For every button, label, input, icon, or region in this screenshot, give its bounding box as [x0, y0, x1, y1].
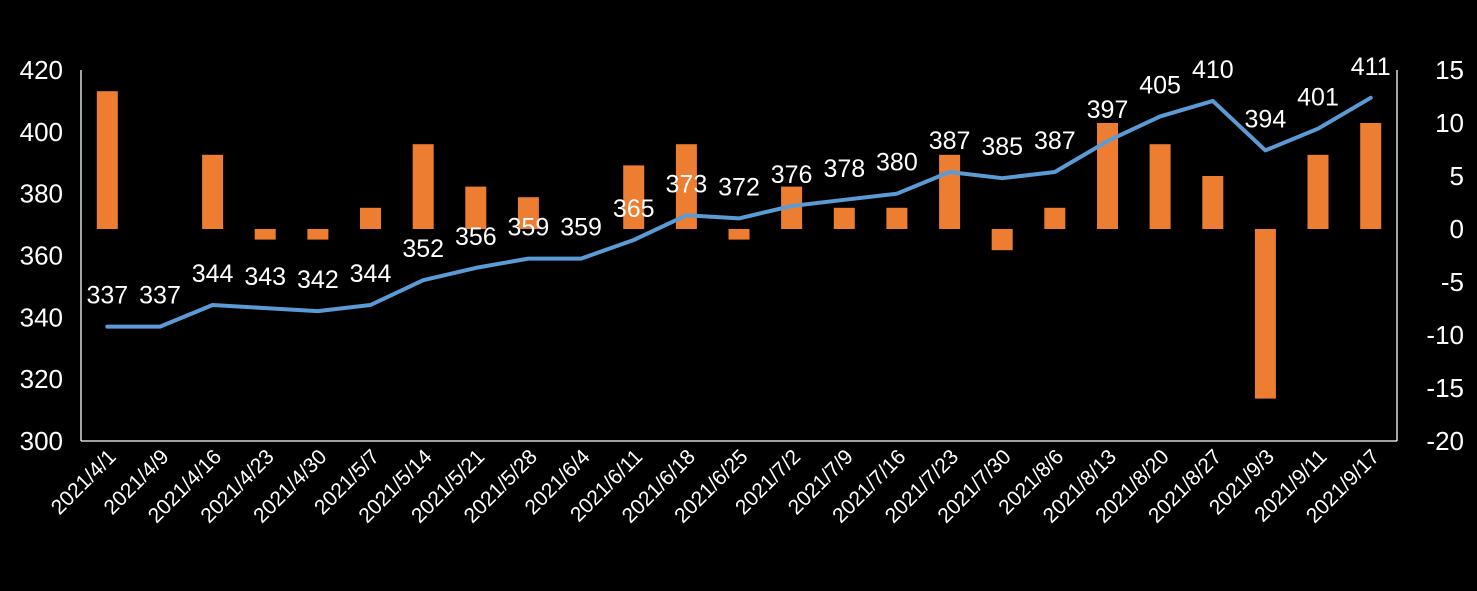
- bar-2021/7/23: [939, 154, 961, 229]
- bar-2021/8/6: [1044, 207, 1066, 229]
- right-tick-label: 15: [1435, 55, 1464, 85]
- data-label-2021/6/4: 359: [560, 214, 602, 242]
- data-label-2021/9/11: 401: [1297, 84, 1339, 112]
- bar-2021/7/9: [833, 207, 855, 229]
- axes: [80, 70, 1398, 442]
- bar-2021/6/18: [675, 144, 697, 229]
- x-axis-ticks: 2021/4/12021/4/92021/4/162021/4/232021/4…: [47, 445, 1384, 528]
- bar-2021/4/16: [202, 154, 224, 229]
- data-label-2021/5/7: 344: [350, 260, 392, 288]
- data-label-2021/6/25: 372: [718, 173, 760, 201]
- data-label-2021/4/30: 342: [297, 266, 339, 294]
- bar-2021/5/7: [360, 207, 381, 229]
- data-label-2021/4/16: 344: [192, 260, 234, 288]
- data-label-2021/7/23: 387: [929, 127, 971, 155]
- right-tick-label: 0: [1450, 214, 1464, 244]
- right-y-axis-ticks: -20 -15 -10 -5 0 5 10 15: [1426, 55, 1464, 456]
- bar-2021/9/17: [1360, 123, 1382, 229]
- left-tick-label: 340: [20, 302, 63, 332]
- right-tick-label: -15: [1426, 373, 1464, 403]
- data-label-2021/9/3: 394: [1245, 105, 1287, 133]
- left-tick-label: 300: [20, 426, 63, 456]
- right-tick-label: -20: [1426, 426, 1464, 456]
- data-label-2021/5/28: 359: [508, 214, 550, 242]
- left-tick-label: 380: [20, 179, 63, 209]
- bar-2021/8/13: [1097, 123, 1118, 229]
- bar-2021/8/27: [1202, 176, 1224, 229]
- data-label-2021/9/17: 411: [1351, 53, 1391, 81]
- bar-series: [96, 91, 1382, 399]
- data-label-2021/4/23: 343: [244, 263, 286, 291]
- data-label-2021/8/20: 405: [1139, 71, 1181, 99]
- bar-2021/9/11: [1307, 154, 1329, 229]
- bar-2021/5/28: [517, 197, 539, 229]
- bar-2021/4/30: [307, 229, 329, 240]
- data-label-2021/5/14: 352: [402, 235, 444, 263]
- bar-2021/4/23: [254, 229, 276, 240]
- bar-2021/9/3: [1254, 229, 1276, 399]
- line-path: [105, 95, 1373, 329]
- line-series: [105, 95, 1373, 329]
- data-label-2021/6/18: 373: [666, 170, 708, 198]
- bar-2021/7/30: [991, 229, 1013, 251]
- left-tick-label: 360: [20, 241, 63, 271]
- left-tick-label: 420: [20, 55, 63, 85]
- data-label-2021/6/11: 365: [613, 195, 655, 223]
- data-label-2021/7/30: 385: [981, 133, 1023, 161]
- bar-2021/8/20: [1149, 144, 1171, 229]
- bar-2021/7/16: [886, 207, 908, 229]
- bar-2021/5/14: [412, 144, 434, 229]
- data-label-2021/7/2: 376: [771, 161, 813, 189]
- data-label-2021/7/16: 380: [876, 149, 918, 177]
- data-label-2021/8/13: 397: [1087, 96, 1129, 124]
- data-label-2021/5/21: 356: [455, 223, 497, 251]
- data-labels: 337 337 344 343 342 344 352 356 359 359 365 373 372 3…: [86, 53, 1390, 310]
- bar-2021/6/11: [623, 165, 645, 229]
- data-label-2021/8/6: 387: [1034, 127, 1076, 155]
- data-label-2021/4/9: 337: [139, 282, 181, 310]
- right-tick-label: 10: [1435, 108, 1464, 138]
- data-label-2021/7/9: 378: [823, 155, 865, 183]
- data-label-2021/4/1: 337: [86, 282, 128, 310]
- bar-2021/6/25: [728, 229, 750, 240]
- bar-2021/4/1: [96, 91, 118, 229]
- right-tick-label: -5: [1441, 267, 1464, 297]
- left-tick-label: 320: [20, 364, 63, 394]
- right-tick-label: -10: [1426, 320, 1464, 350]
- left-y-axis-ticks: 300 320 340 360 380 400 420: [20, 55, 63, 456]
- data-label-2021/8/27: 410: [1192, 56, 1234, 84]
- bar-2021/5/21: [465, 186, 487, 229]
- left-tick-label: 400: [20, 117, 63, 147]
- right-tick-label: 5: [1450, 161, 1464, 191]
